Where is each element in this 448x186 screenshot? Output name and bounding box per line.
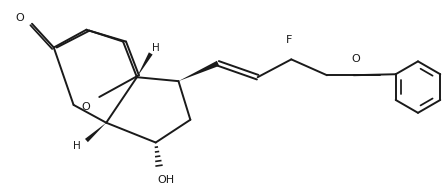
Text: O: O <box>81 102 90 112</box>
Text: OH: OH <box>157 175 174 185</box>
Text: F: F <box>286 35 293 45</box>
Text: O: O <box>16 13 25 23</box>
Text: O: O <box>351 54 360 64</box>
Text: H: H <box>73 142 80 151</box>
Polygon shape <box>178 61 219 81</box>
Polygon shape <box>137 52 153 77</box>
Polygon shape <box>85 123 106 142</box>
Text: H: H <box>152 43 159 52</box>
